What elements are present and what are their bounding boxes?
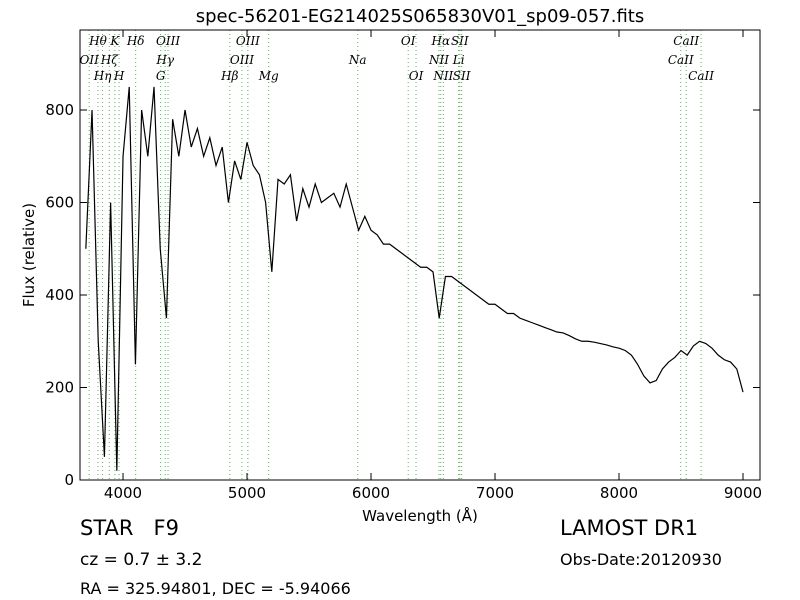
spectral-line-label: OI xyxy=(409,69,424,83)
spectral-line-label: CaII xyxy=(673,34,699,48)
spectral-line-label: NII xyxy=(432,69,453,83)
object-class: STAR F9 xyxy=(80,516,179,540)
y-tick-label: 800 xyxy=(45,101,74,119)
spectrum-line xyxy=(85,86,744,471)
x-tick-label: 4000 xyxy=(104,484,142,502)
chart-title: spec-56201-EG214025S065830V01_sp09-057.f… xyxy=(196,6,644,27)
spectral-line-label: SII xyxy=(453,69,471,83)
survey: LAMOST DR1 xyxy=(560,516,698,540)
spectral-line-label: Hη xyxy=(93,69,112,83)
y-tick-label: 400 xyxy=(45,286,74,304)
x-tick-label: 7000 xyxy=(476,484,514,502)
spectral-line-label: OII xyxy=(80,53,100,67)
spectral-line-label: Hα xyxy=(431,34,451,48)
spectral-line-label: OIII xyxy=(156,34,180,48)
y-tick-label: 600 xyxy=(45,194,74,212)
x-tick-label: 8000 xyxy=(600,484,638,502)
coordinates: RA = 325.94801, DEC = -5.94066 xyxy=(80,579,351,598)
spectral-line-label: H xyxy=(113,69,125,83)
y-axis-label: Flux (relative) xyxy=(20,203,38,307)
x-axis-label: Wavelength (Å) xyxy=(362,506,478,525)
spectral-line-label: OIII xyxy=(236,34,260,48)
y-tick-label: 200 xyxy=(45,379,74,397)
y-tick-label: 0 xyxy=(64,471,74,489)
spectral-line-label: Hζ xyxy=(100,53,119,67)
obs-date: Obs-Date:20120930 xyxy=(560,550,722,569)
spectral-line-label: OIII xyxy=(230,53,254,67)
spectral-line-label: Mg xyxy=(258,69,279,83)
spectral-line-label: Hβ xyxy=(220,69,238,83)
spectral-line-label: CaII xyxy=(668,53,694,67)
spectral-line-label: Na xyxy=(348,53,367,67)
spectral-line-label: K xyxy=(109,34,120,48)
x-tick-label: 5000 xyxy=(228,484,266,502)
spectral-line-label: OI xyxy=(401,34,416,48)
spectral-line-label: SII xyxy=(451,34,469,48)
spectral-line-label: Li xyxy=(452,53,465,67)
spectral-line-label: CaII xyxy=(688,69,714,83)
spectral-line-label: G xyxy=(156,69,166,83)
redshift: cz = 0.7 ± 3.2 xyxy=(80,550,202,570)
spectral-line-label: Hθ xyxy=(88,34,107,48)
spectral-line-label: Hδ xyxy=(126,34,145,48)
plot-frame xyxy=(79,29,761,481)
spectral-line-label: NII xyxy=(428,53,449,67)
x-tick-label: 9000 xyxy=(724,484,762,502)
x-tick-label: 6000 xyxy=(352,484,390,502)
spectral-line-label: Hγ xyxy=(155,53,174,67)
